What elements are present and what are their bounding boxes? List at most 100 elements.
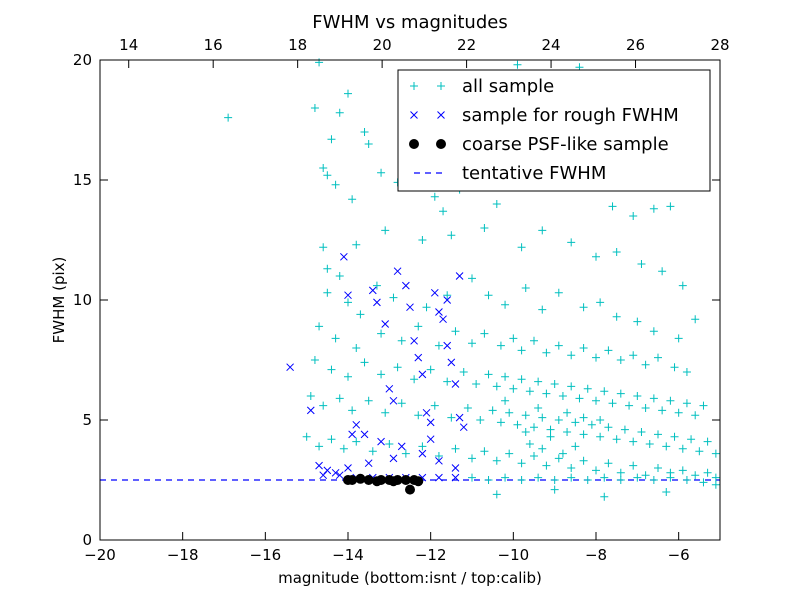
series-1-point-16 [406, 303, 414, 312]
series-0-point-1 [310, 104, 319, 112]
series-1-point-13 [389, 396, 398, 405]
series-0-point-24 [629, 212, 638, 220]
series-0-point-4 [335, 108, 344, 117]
series-0-point-159 [620, 425, 629, 434]
series-1-point-17 [410, 336, 418, 345]
series-0-point-64 [649, 327, 658, 336]
series-1-point-31 [377, 437, 385, 446]
series-0-point-89 [641, 360, 650, 369]
series-0-point-36 [418, 236, 427, 244]
series-0 [224, 58, 720, 501]
series-0-point-151 [554, 416, 563, 424]
series-0-point-62 [612, 312, 621, 321]
series-1-point-18 [414, 353, 423, 362]
series-0-point-135 [364, 396, 373, 405]
series-0-point-50 [372, 281, 381, 290]
series-1-point-9 [368, 286, 377, 295]
series-0-point-10 [331, 180, 340, 189]
series-0-point-97 [377, 370, 386, 379]
series-1-point-43 [435, 473, 443, 482]
series-1-point-6 [344, 291, 352, 300]
series-0-point-70 [377, 329, 386, 338]
series-0-point-111 [542, 389, 551, 398]
y-tick-label-1: 5 [82, 411, 92, 429]
series-0-point-229 [563, 408, 572, 417]
series-0-point-91 [670, 363, 679, 372]
series-0-point-186 [517, 459, 526, 468]
series-0-point-127 [674, 408, 683, 417]
series-0-point-218 [711, 480, 720, 489]
series-0-point-192 [592, 466, 600, 475]
series-0-point-144 [496, 418, 505, 427]
series-0-point-204 [484, 476, 493, 484]
series-0-point-139 [430, 401, 439, 410]
plot-marks [100, 58, 720, 501]
series-0-point-3 [327, 135, 336, 144]
series-0-point-51 [389, 293, 398, 302]
series-1-point-49 [364, 459, 373, 468]
series-0-point-181 [451, 444, 460, 453]
series-0-point-233 [596, 416, 605, 424]
series-0-point-117 [592, 396, 600, 405]
series-0-point-211 [600, 473, 609, 482]
legend-label-1: sample for rough FWHM [462, 105, 679, 126]
series-2-point-3 [363, 475, 374, 485]
series-1-point-26 [447, 358, 456, 367]
series-0-point-231 [501, 396, 510, 405]
series-0-point-26 [666, 202, 675, 211]
series-0-point-134 [348, 406, 357, 415]
series-0-point-185 [505, 449, 514, 458]
series-0-point-209 [567, 473, 576, 482]
series-0-point-121 [625, 401, 634, 410]
series-0-point-143 [488, 406, 497, 415]
series-0-point-12 [377, 168, 386, 177]
series-0-point-6 [360, 128, 369, 136]
top-x-tick-label-4: 22 [457, 36, 476, 54]
series-0-point-166 [678, 444, 687, 453]
series-1-point-22 [430, 288, 439, 297]
series-1-point-4 [331, 468, 340, 477]
x-tick-label-6: −8 [585, 546, 607, 564]
series-2-point-9 [400, 475, 411, 485]
legend-swatch-1-a [410, 111, 418, 119]
series-1-point-24 [439, 315, 447, 324]
series-0-point-115 [575, 394, 584, 403]
series-1-point-12 [385, 384, 394, 393]
series-0-point-41 [567, 238, 576, 247]
series-0-point-76 [480, 329, 489, 338]
series-0-point-183 [480, 447, 489, 456]
series-0-point-120 [616, 389, 625, 398]
series-0-point-217 [699, 478, 708, 487]
x-axis-title: magnitude (bottom:isnt / top:calib) [278, 569, 542, 587]
series-0-point-221 [600, 492, 609, 501]
top-x-tick-label-1: 16 [204, 36, 223, 54]
series-0-point-201 [703, 468, 712, 477]
series-0-point-189 [554, 454, 563, 463]
series-0-point-81 [542, 348, 551, 357]
series-0-point-155 [587, 420, 596, 429]
series-0-point-191 [579, 456, 588, 465]
series-0-point-105 [492, 382, 501, 391]
series-0-point-199 [678, 466, 687, 475]
series-0-point-225 [558, 449, 567, 458]
series-1-point-28 [455, 413, 464, 422]
series-0-point-214 [649, 476, 658, 484]
series-0-point-61 [596, 298, 605, 307]
series-0-point-187 [530, 452, 538, 460]
series-0-point-226 [571, 442, 580, 451]
series-0-point-32 [323, 264, 332, 273]
series-0-point-80 [530, 336, 538, 345]
series-0-point-56 [501, 300, 510, 309]
series-0-point-203 [468, 473, 476, 482]
series-1-point-1 [306, 406, 315, 415]
series-0-point-69 [352, 344, 361, 352]
series-0-point-72 [414, 322, 423, 331]
series-0-point-35 [381, 226, 390, 235]
legend-label-3: tentative FWHM [462, 163, 606, 184]
series-0-point-118 [600, 387, 609, 396]
series-0-point-136 [381, 408, 390, 417]
series-0-point-164 [662, 442, 671, 451]
series-2-point-5 [376, 475, 387, 485]
series-0-point-215 [666, 473, 675, 482]
series-0-point-179 [418, 442, 427, 451]
